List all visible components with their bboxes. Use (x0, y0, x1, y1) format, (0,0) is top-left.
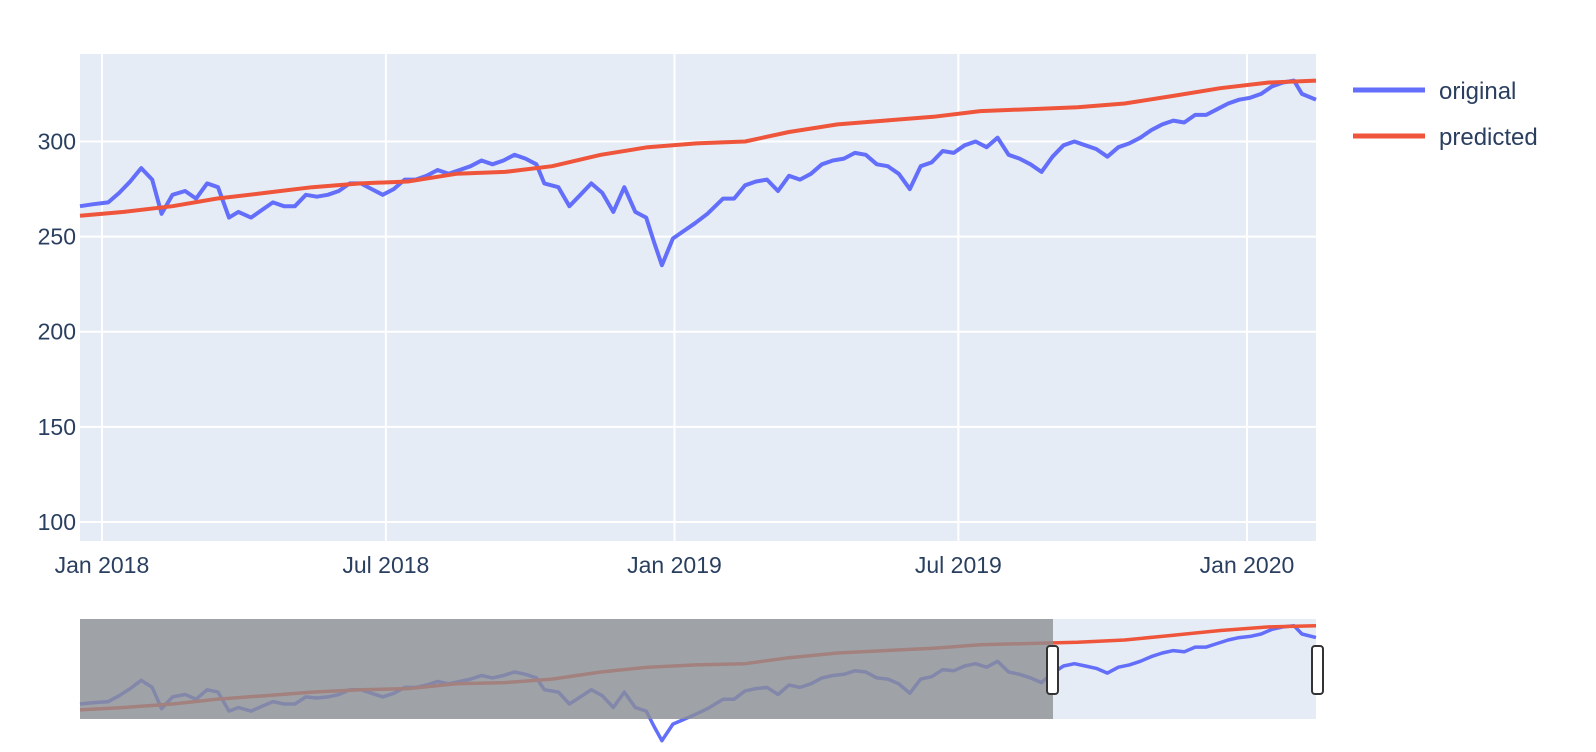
x-tick-labels: Jan 2018 Jul 2018 Jan 2019 Jul 2019 Jan … (55, 552, 1295, 578)
main-series-lines (79, 78, 1317, 268)
x-gridlines (100, 54, 1248, 541)
y-gridlines (80, 140, 1316, 523)
y-tick-label: 100 (38, 509, 76, 535)
legend-label-original[interactable]: original (1439, 78, 1516, 105)
series-line-original (79, 78, 1317, 268)
x-tick-label: Jan 2019 (627, 552, 722, 578)
legend[interactable]: original predicted (1353, 78, 1538, 151)
x-tick-label: Jan 2020 (1200, 552, 1295, 578)
x-tick-label: Jul 2019 (915, 552, 1002, 578)
y-tick-label: 250 (38, 224, 76, 250)
series-line-predicted (79, 78, 1317, 218)
range-slider-mask (80, 619, 1053, 719)
y-tick-label: 150 (38, 414, 76, 440)
plot-background (80, 54, 1316, 541)
legend-label-predicted[interactable]: predicted (1439, 124, 1538, 151)
range-slider-right-handle[interactable] (1311, 645, 1324, 695)
y-tick-label: 200 (38, 319, 76, 345)
range-slider-left-handle[interactable] (1046, 645, 1059, 695)
y-tick-label: 300 (38, 129, 76, 155)
range-slider[interactable] (79, 619, 1324, 743)
y-tick-labels: 100 150 200 250 300 (38, 129, 76, 535)
x-tick-label: Jul 2018 (342, 552, 429, 578)
x-tick-label: Jan 2018 (55, 552, 150, 578)
